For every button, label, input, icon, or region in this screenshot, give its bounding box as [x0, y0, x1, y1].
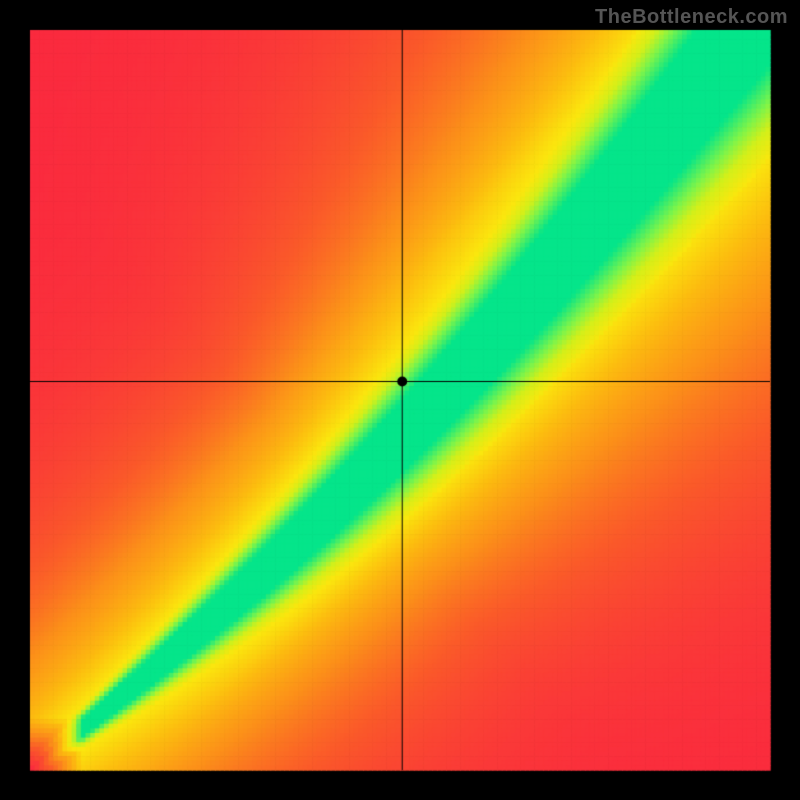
watermark-text: TheBottleneck.com: [595, 6, 788, 29]
